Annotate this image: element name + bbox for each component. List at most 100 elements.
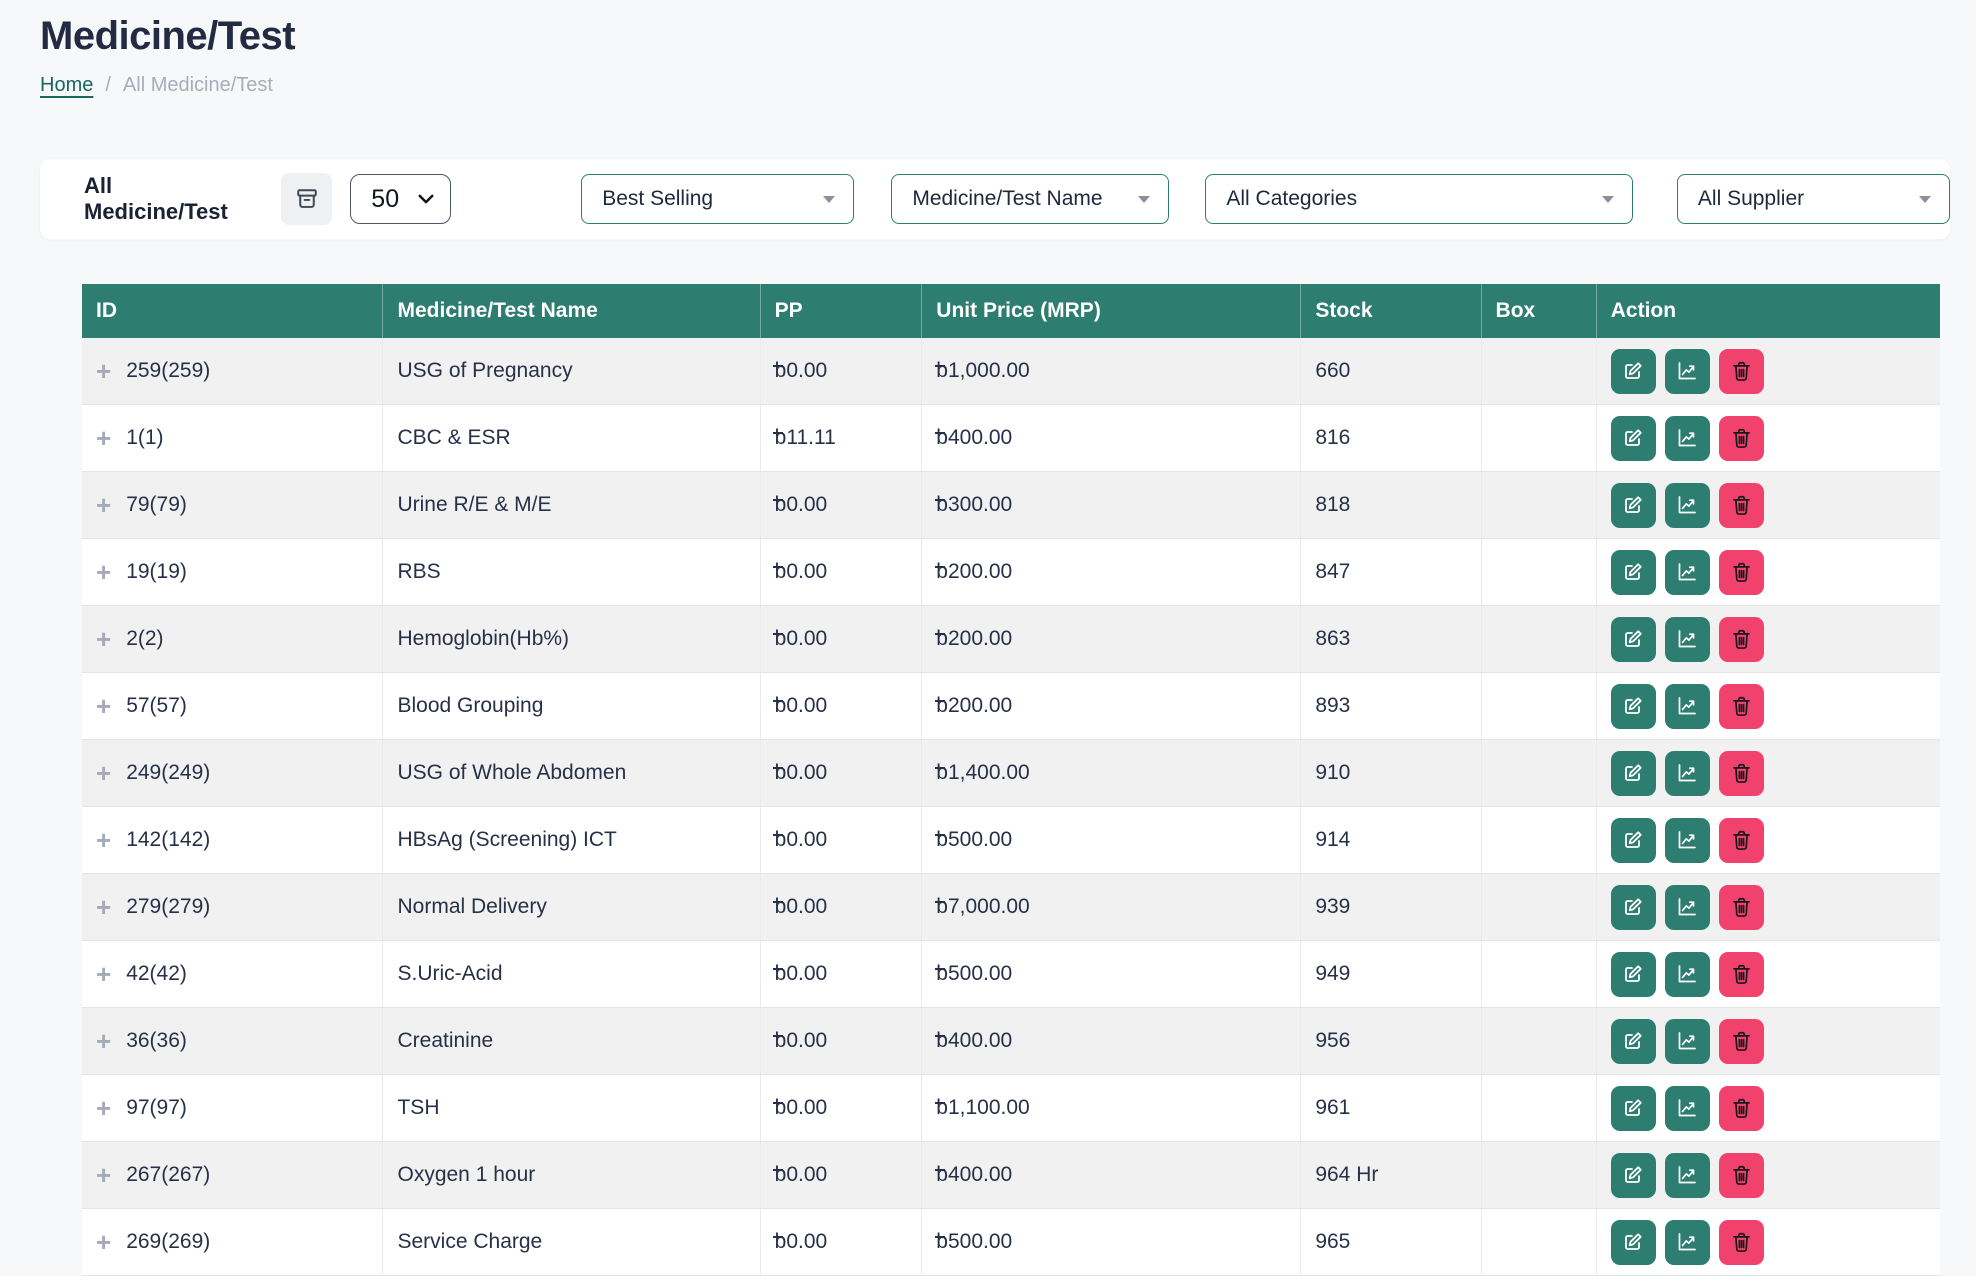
expand-row-plus-icon[interactable]: + [96,1229,111,1255]
taka-currency-symbol [936,493,948,517]
edit-button[interactable] [1611,617,1656,662]
chart-button[interactable] [1665,416,1710,461]
delete-button[interactable] [1719,684,1764,729]
column-header-action[interactable]: Action [1596,284,1940,338]
page-size-select[interactable]: 50 [350,174,451,224]
expand-row-plus-icon[interactable]: + [96,358,111,384]
row-box [1481,1008,1596,1075]
expand-row-plus-icon[interactable]: + [96,626,111,652]
expand-row-plus-icon[interactable]: + [96,425,111,451]
delete-button[interactable] [1719,1220,1764,1265]
edit-button[interactable] [1611,885,1656,930]
expand-row-plus-icon[interactable]: + [96,827,111,853]
taka-currency-symbol [936,694,948,718]
chart-button[interactable] [1665,1019,1710,1064]
column-header-name[interactable]: Medicine/Test Name [383,284,760,338]
edit-button[interactable] [1611,1220,1656,1265]
edit-button[interactable] [1611,952,1656,997]
chart-icon [1675,1096,1699,1120]
chart-icon [1675,828,1699,852]
delete-button[interactable] [1719,1086,1764,1131]
column-header-pp[interactable]: PP [760,284,922,338]
expand-row-plus-icon[interactable]: + [96,1162,111,1188]
delete-button[interactable] [1719,1019,1764,1064]
delete-button[interactable] [1719,416,1764,461]
row-id: 36(36) [126,1029,187,1053]
delete-button[interactable] [1719,349,1764,394]
edit-icon [1621,1096,1645,1120]
trash-icon [1729,962,1754,987]
expand-row-plus-icon[interactable]: + [96,559,111,585]
breadcrumb-separator: / [105,74,111,97]
chart-button[interactable] [1665,483,1710,528]
breadcrumb-current: All Medicine/Test [123,74,273,97]
expand-row-plus-icon[interactable]: + [96,492,111,518]
expand-row-plus-icon[interactable]: + [96,894,111,920]
edit-button[interactable] [1611,483,1656,528]
column-header-id[interactable]: ID [82,284,383,338]
column-header-unit-price[interactable]: Unit Price (MRP) [922,284,1301,338]
edit-button[interactable] [1611,416,1656,461]
chart-icon [1675,1163,1699,1187]
delete-button[interactable] [1719,1153,1764,1198]
row-unit-price-value: 200.00 [948,694,1012,717]
expand-row-plus-icon[interactable]: + [96,1028,111,1054]
row-stock: 910 [1301,740,1481,807]
chart-button[interactable] [1665,1086,1710,1131]
row-name: S.Uric-Acid [383,941,760,1008]
chart-button[interactable] [1665,952,1710,997]
row-stock: 964 Hr [1301,1142,1481,1209]
category-select[interactable]: All Categories [1205,174,1633,224]
edit-button[interactable] [1611,818,1656,863]
chart-button[interactable] [1665,885,1710,930]
taka-currency-symbol [936,1096,948,1120]
chart-button[interactable] [1665,818,1710,863]
delete-button[interactable] [1719,818,1764,863]
sort-select[interactable]: Best Selling [581,174,854,224]
delete-button[interactable] [1719,617,1764,662]
delete-button[interactable] [1719,550,1764,595]
delete-button[interactable] [1719,483,1764,528]
column-header-stock[interactable]: Stock [1301,284,1481,338]
supplier-select[interactable]: All Supplier [1677,174,1950,224]
edit-button[interactable] [1611,684,1656,729]
taka-currency-symbol [775,895,787,919]
trash-icon [1729,560,1754,585]
trash-icon [1729,627,1754,652]
trash-icon [1729,895,1754,920]
delete-button[interactable] [1719,751,1764,796]
breadcrumb-home-link[interactable]: Home [40,74,93,97]
edit-button[interactable] [1611,1086,1656,1131]
chart-button[interactable] [1665,751,1710,796]
column-header-box[interactable]: Box [1481,284,1596,338]
edit-button[interactable] [1611,349,1656,394]
chart-button[interactable] [1665,1153,1710,1198]
row-id: 259(259) [126,359,210,383]
expand-row-plus-icon[interactable]: + [96,760,111,786]
taka-currency-symbol [775,493,787,517]
expand-row-plus-icon[interactable]: + [96,961,111,987]
search-field-value: Medicine/Test Name [912,187,1102,211]
expand-row-plus-icon[interactable]: + [96,1095,111,1121]
taka-currency-symbol [936,627,948,651]
edit-button[interactable] [1611,751,1656,796]
chart-button[interactable] [1665,550,1710,595]
chart-button[interactable] [1665,349,1710,394]
edit-button[interactable] [1611,1019,1656,1064]
taka-currency-symbol [936,1029,948,1053]
edit-button[interactable] [1611,1153,1656,1198]
chart-button[interactable] [1665,1220,1710,1265]
row-pp-value: 0.00 [786,895,827,918]
table-row: + 2(2) Hemoglobin(Hb%) 0.00 200.00 863 [82,606,1940,673]
archive-button[interactable] [281,173,332,225]
search-field-select[interactable]: Medicine/Test Name [891,174,1169,224]
row-pp-value: 0.00 [786,1163,827,1186]
page-size-value: 50 [371,185,399,214]
expand-row-plus-icon[interactable]: + [96,693,111,719]
chart-button[interactable] [1665,684,1710,729]
medicine-test-table: ID Medicine/Test Name PP Unit Price (MRP… [82,284,1940,1276]
edit-button[interactable] [1611,550,1656,595]
delete-button[interactable] [1719,952,1764,997]
delete-button[interactable] [1719,885,1764,930]
chart-button[interactable] [1665,617,1710,662]
